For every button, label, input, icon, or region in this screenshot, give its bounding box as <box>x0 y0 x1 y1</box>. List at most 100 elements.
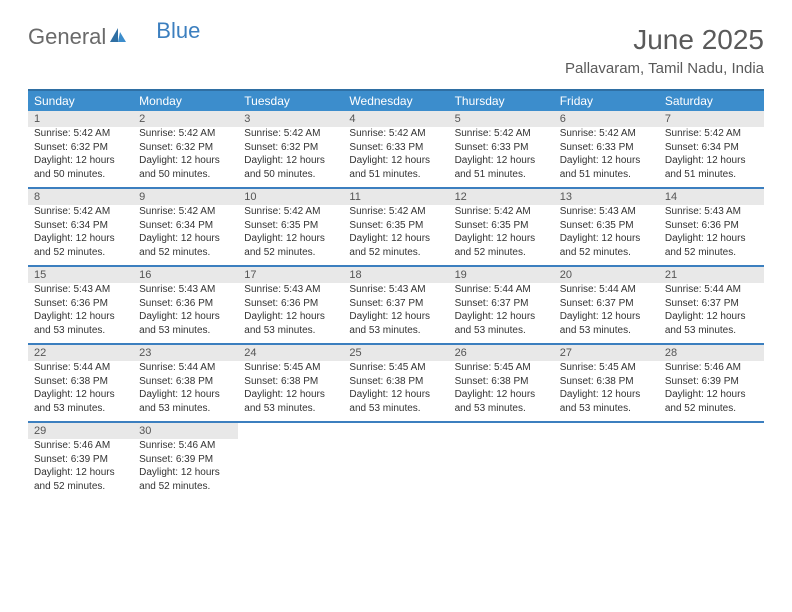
day-cell: Sunrise: 5:46 AMSunset: 6:39 PMDaylight:… <box>28 439 133 499</box>
daylight-text: Daylight: 12 hours and 50 minutes. <box>34 154 127 181</box>
day-number-cell: 27 <box>554 344 659 361</box>
day-number-cell: 28 <box>659 344 764 361</box>
month-title: June 2025 <box>565 24 764 56</box>
day-cell: Sunrise: 5:46 AMSunset: 6:39 PMDaylight:… <box>133 439 238 499</box>
day-cell <box>449 439 554 499</box>
sunset-text: Sunset: 6:32 PM <box>139 141 232 155</box>
day-cell: Sunrise: 5:44 AMSunset: 6:37 PMDaylight:… <box>449 283 554 344</box>
weekday-head: Sunday <box>28 90 133 111</box>
daylight-text: Daylight: 12 hours and 53 minutes. <box>139 388 232 415</box>
day-cell: Sunrise: 5:42 AMSunset: 6:32 PMDaylight:… <box>238 127 343 188</box>
day-cell: Sunrise: 5:45 AMSunset: 6:38 PMDaylight:… <box>343 361 448 422</box>
day-cell: Sunrise: 5:42 AMSunset: 6:35 PMDaylight:… <box>343 205 448 266</box>
day-cell: Sunrise: 5:44 AMSunset: 6:38 PMDaylight:… <box>133 361 238 422</box>
logo: General Blue <box>28 24 200 50</box>
daylight-text: Daylight: 12 hours and 53 minutes. <box>455 310 548 337</box>
sunset-text: Sunset: 6:39 PM <box>139 453 232 467</box>
sunset-text: Sunset: 6:35 PM <box>349 219 442 233</box>
day-number-cell: 12 <box>449 188 554 205</box>
daylight-text: Daylight: 12 hours and 52 minutes. <box>139 466 232 493</box>
day-number-cell: 29 <box>28 422 133 439</box>
day-cell: Sunrise: 5:45 AMSunset: 6:38 PMDaylight:… <box>554 361 659 422</box>
day-number-cell: 17 <box>238 266 343 283</box>
daylight-text: Daylight: 12 hours and 51 minutes. <box>455 154 548 181</box>
weekday-head: Monday <box>133 90 238 111</box>
sunrise-text: Sunrise: 5:42 AM <box>139 127 232 141</box>
sunset-text: Sunset: 6:35 PM <box>244 219 337 233</box>
day-cell: Sunrise: 5:43 AMSunset: 6:36 PMDaylight:… <box>659 205 764 266</box>
sunset-text: Sunset: 6:38 PM <box>34 375 127 389</box>
day-number-cell: 9 <box>133 188 238 205</box>
logo-text-general: General <box>28 24 106 50</box>
logo-text-blue: Blue <box>156 18 200 44</box>
sunset-text: Sunset: 6:34 PM <box>139 219 232 233</box>
daylight-text: Daylight: 12 hours and 52 minutes. <box>349 232 442 259</box>
sunrise-text: Sunrise: 5:43 AM <box>34 283 127 297</box>
sunrise-text: Sunrise: 5:42 AM <box>349 205 442 219</box>
weekday-head: Wednesday <box>343 90 448 111</box>
daylight-text: Daylight: 12 hours and 50 minutes. <box>139 154 232 181</box>
day-details-row: Sunrise: 5:42 AMSunset: 6:32 PMDaylight:… <box>28 127 764 188</box>
sunrise-text: Sunrise: 5:45 AM <box>560 361 653 375</box>
sunrise-text: Sunrise: 5:43 AM <box>560 205 653 219</box>
sunrise-text: Sunrise: 5:42 AM <box>349 127 442 141</box>
day-number-cell: 7 <box>659 111 764 127</box>
sunrise-text: Sunrise: 5:44 AM <box>665 283 758 297</box>
day-cell: Sunrise: 5:42 AMSunset: 6:34 PMDaylight:… <box>659 127 764 188</box>
day-cell: Sunrise: 5:42 AMSunset: 6:33 PMDaylight:… <box>449 127 554 188</box>
daylight-text: Daylight: 12 hours and 52 minutes. <box>665 232 758 259</box>
day-number-cell: 24 <box>238 344 343 361</box>
daylight-text: Daylight: 12 hours and 52 minutes. <box>560 232 653 259</box>
day-cell <box>343 439 448 499</box>
day-cell: Sunrise: 5:46 AMSunset: 6:39 PMDaylight:… <box>659 361 764 422</box>
weekday-head: Saturday <box>659 90 764 111</box>
sunrise-text: Sunrise: 5:44 AM <box>560 283 653 297</box>
weekday-head: Friday <box>554 90 659 111</box>
sunset-text: Sunset: 6:37 PM <box>349 297 442 311</box>
sunset-text: Sunset: 6:37 PM <box>455 297 548 311</box>
day-number-cell: 14 <box>659 188 764 205</box>
day-number-cell <box>659 422 764 439</box>
day-details-row: Sunrise: 5:44 AMSunset: 6:38 PMDaylight:… <box>28 361 764 422</box>
day-cell: Sunrise: 5:44 AMSunset: 6:37 PMDaylight:… <box>554 283 659 344</box>
daylight-text: Daylight: 12 hours and 53 minutes. <box>560 310 653 337</box>
day-number-cell <box>238 422 343 439</box>
sunset-text: Sunset: 6:39 PM <box>34 453 127 467</box>
calendar-table: Sunday Monday Tuesday Wednesday Thursday… <box>28 89 764 499</box>
day-cell: Sunrise: 5:43 AMSunset: 6:36 PMDaylight:… <box>238 283 343 344</box>
day-cell: Sunrise: 5:43 AMSunset: 6:37 PMDaylight:… <box>343 283 448 344</box>
day-number-cell: 6 <box>554 111 659 127</box>
day-number-cell: 10 <box>238 188 343 205</box>
sunset-text: Sunset: 6:33 PM <box>560 141 653 155</box>
daylight-text: Daylight: 12 hours and 53 minutes. <box>349 310 442 337</box>
sunrise-text: Sunrise: 5:42 AM <box>560 127 653 141</box>
sunset-text: Sunset: 6:38 PM <box>139 375 232 389</box>
sunset-text: Sunset: 6:35 PM <box>560 219 653 233</box>
daylight-text: Daylight: 12 hours and 52 minutes. <box>244 232 337 259</box>
header-right: June 2025 Pallavaram, Tamil Nadu, India <box>565 24 764 77</box>
sunset-text: Sunset: 6:35 PM <box>455 219 548 233</box>
day-number-cell: 25 <box>343 344 448 361</box>
daylight-text: Daylight: 12 hours and 53 minutes. <box>455 388 548 415</box>
sunrise-text: Sunrise: 5:44 AM <box>139 361 232 375</box>
day-cell <box>659 439 764 499</box>
day-cell <box>238 439 343 499</box>
daylight-text: Daylight: 12 hours and 53 minutes. <box>244 310 337 337</box>
sunrise-text: Sunrise: 5:43 AM <box>665 205 758 219</box>
daylight-text: Daylight: 12 hours and 50 minutes. <box>244 154 337 181</box>
daylight-text: Daylight: 12 hours and 52 minutes. <box>455 232 548 259</box>
day-number-cell: 3 <box>238 111 343 127</box>
sunrise-text: Sunrise: 5:42 AM <box>455 127 548 141</box>
daylight-text: Daylight: 12 hours and 53 minutes. <box>34 310 127 337</box>
sunrise-text: Sunrise: 5:45 AM <box>455 361 548 375</box>
day-number-row: 1234567 <box>28 111 764 127</box>
day-number-cell: 8 <box>28 188 133 205</box>
day-number-row: 891011121314 <box>28 188 764 205</box>
daylight-text: Daylight: 12 hours and 52 minutes. <box>665 388 758 415</box>
day-number-cell: 19 <box>449 266 554 283</box>
daylight-text: Daylight: 12 hours and 53 minutes. <box>139 310 232 337</box>
sunset-text: Sunset: 6:36 PM <box>665 219 758 233</box>
day-cell: Sunrise: 5:44 AMSunset: 6:38 PMDaylight:… <box>28 361 133 422</box>
day-number-row: 22232425262728 <box>28 344 764 361</box>
sunrise-text: Sunrise: 5:42 AM <box>139 205 232 219</box>
